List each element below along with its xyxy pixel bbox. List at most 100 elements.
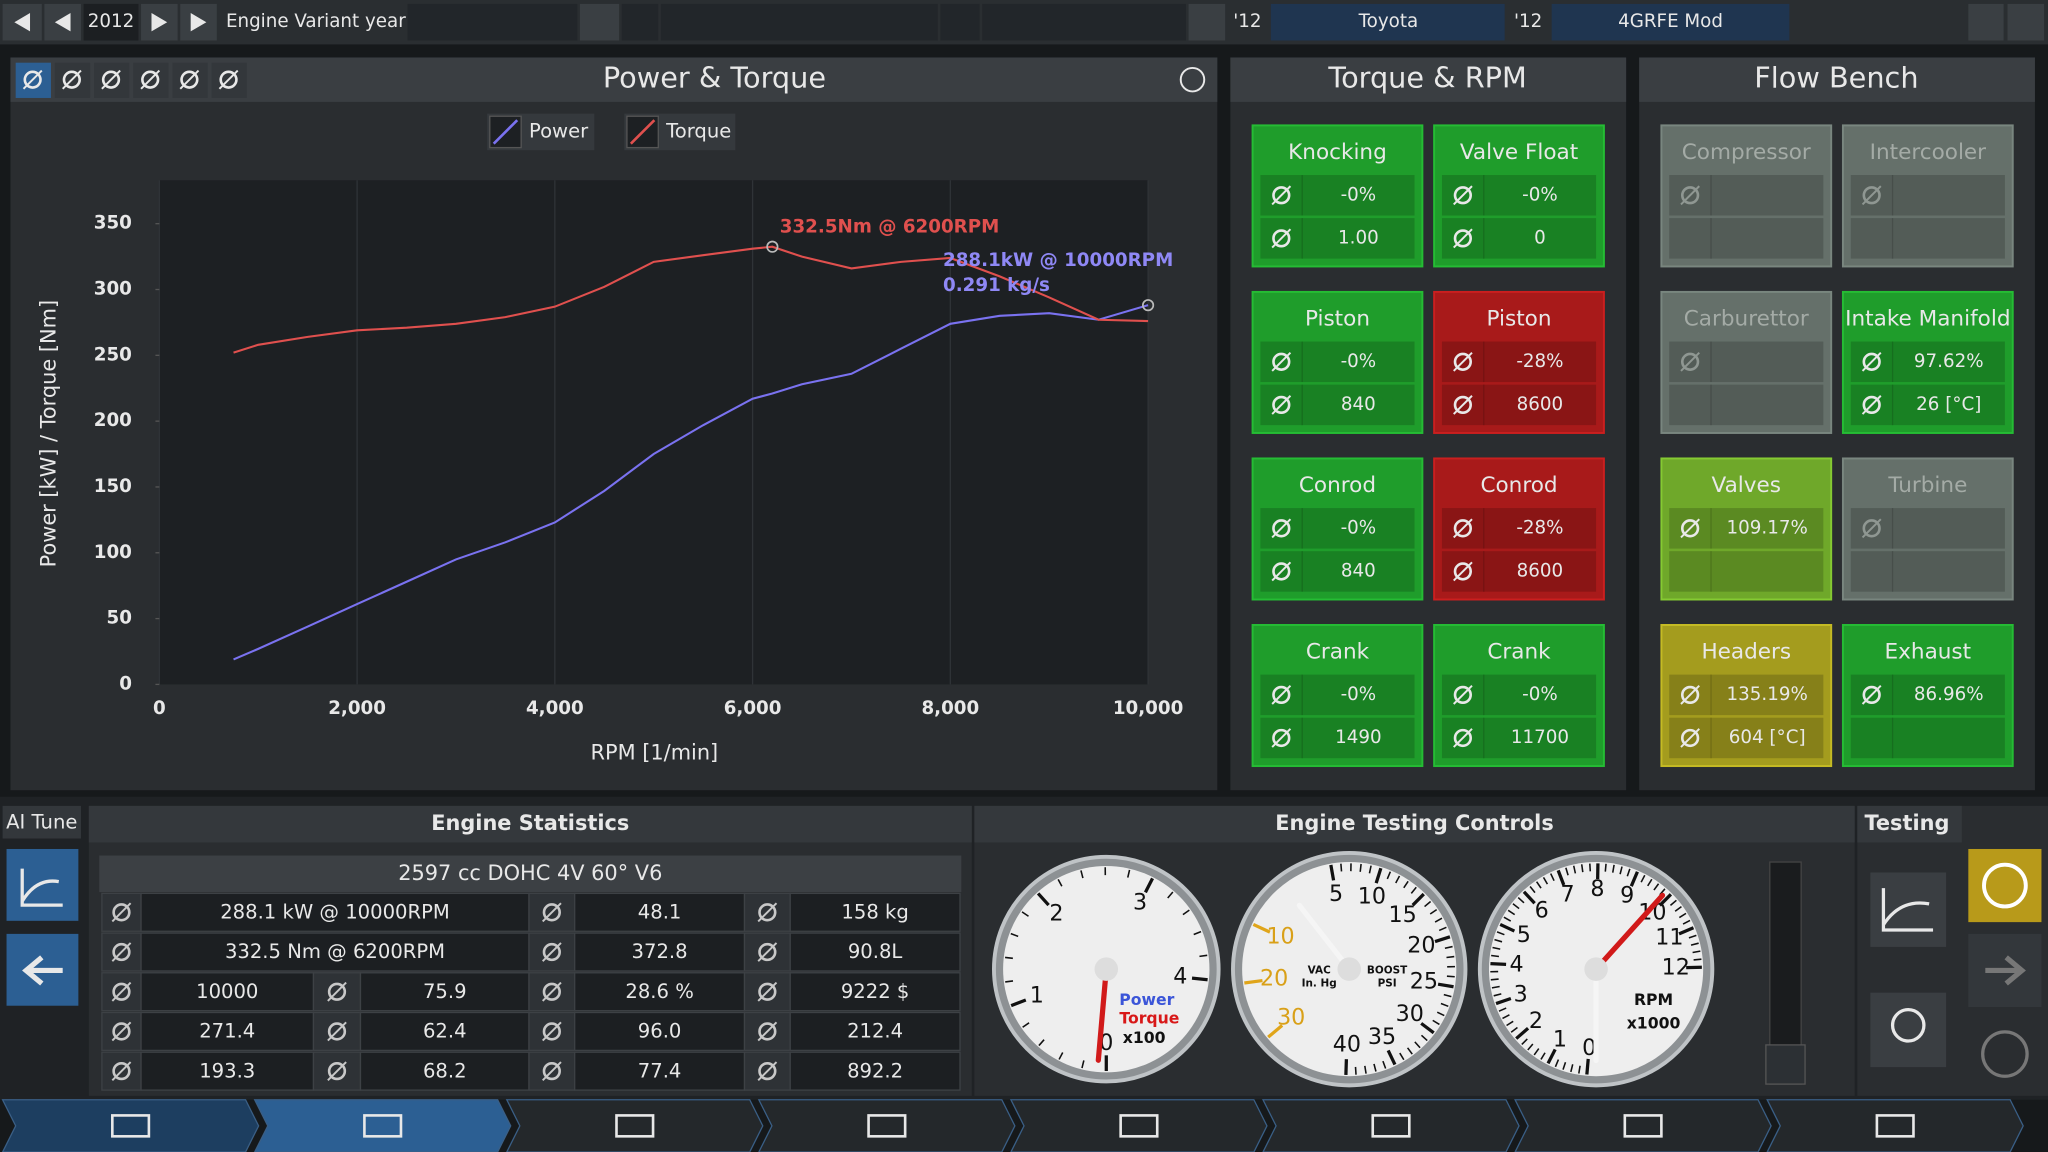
card-title: Crank xyxy=(1306,639,1370,664)
gauge-tick xyxy=(1446,957,1454,958)
gauge-label: x100 xyxy=(1123,1028,1166,1047)
gauge-tick-label: 4 xyxy=(1509,951,1523,977)
gauge-tick-label: 7 xyxy=(1560,881,1574,907)
gauge-hub xyxy=(1337,957,1361,981)
card-value: -0% xyxy=(1341,684,1377,705)
gauge-tick-label: 35 xyxy=(1368,1024,1396,1050)
card-value: 0 xyxy=(1534,227,1546,248)
card-value: 26 [°C] xyxy=(1916,394,1981,415)
slot xyxy=(940,4,979,41)
y-tick-label: 250 xyxy=(94,344,132,365)
y-tick-label: 150 xyxy=(94,476,132,497)
gauge-tick-label: 40 xyxy=(1333,1031,1361,1057)
nav-tab[interactable] xyxy=(1011,1100,1267,1152)
card-title: Headers xyxy=(1701,639,1791,664)
x-tick-label: 8,000 xyxy=(921,698,979,719)
card-title: Piston xyxy=(1487,306,1552,331)
card-row xyxy=(1669,218,1823,258)
gauge-tick-label: 15 xyxy=(1388,902,1416,928)
icon-button[interactable] xyxy=(1968,4,2003,41)
card-title: Conrod xyxy=(1480,473,1557,498)
card-value: -0% xyxy=(1522,184,1558,205)
gauge-tick-label: 30 xyxy=(1396,1001,1424,1027)
gauge-tick xyxy=(1694,959,1702,960)
slot xyxy=(408,4,578,41)
card-value: 1.00 xyxy=(1338,227,1379,248)
card-value: 86.96% xyxy=(1914,684,1984,705)
stats-value: 96.0 xyxy=(638,1020,682,1043)
card-value: -28% xyxy=(1516,351,1563,372)
stats-value: 62.4 xyxy=(423,1020,467,1043)
gauge-label: BOOST xyxy=(1367,964,1408,976)
gauge-tick-label: 5 xyxy=(1517,922,1531,948)
gauge-tick xyxy=(1491,956,1499,957)
gauge-tick-label: 25 xyxy=(1410,968,1438,994)
gauge-label: Power xyxy=(1119,990,1174,1009)
nav-tab[interactable] xyxy=(507,1100,763,1152)
card-title: Valve Float xyxy=(1460,140,1578,165)
card-title: Compressor xyxy=(1682,140,1811,165)
stats-value: 372.8 xyxy=(632,940,688,963)
card-value: -28% xyxy=(1516,517,1563,538)
gauge-hub xyxy=(1584,957,1608,981)
nav-tab[interactable] xyxy=(759,1100,1015,1152)
gauge-tick xyxy=(1605,864,1606,872)
stats-value: 28.6 % xyxy=(625,980,693,1003)
stats-value: 48.1 xyxy=(638,900,682,923)
card-row xyxy=(1260,385,1414,425)
card-row xyxy=(1669,175,1823,215)
card-title: Turbine xyxy=(1887,473,1967,498)
slot xyxy=(580,4,619,41)
card-title: Crank xyxy=(1487,639,1551,664)
nav-tab[interactable] xyxy=(1515,1100,1771,1152)
icon-button[interactable] xyxy=(1189,4,1226,41)
gauge-tick-label: 3 xyxy=(1133,889,1147,915)
side-button[interactable] xyxy=(7,849,79,921)
card-value: 840 xyxy=(1341,560,1376,581)
nav-tab[interactable] xyxy=(1767,1100,2023,1152)
gauge-tick xyxy=(1491,979,1499,980)
annotation: 0.291 kg/s xyxy=(943,275,1050,296)
throttle-knob[interactable] xyxy=(1766,1045,1805,1084)
gauge-tick-label: 9 xyxy=(1620,882,1634,908)
gauge-label: PSI xyxy=(1378,978,1397,990)
icon-button[interactable] xyxy=(2008,4,2045,41)
gauge-tick xyxy=(1490,964,1506,965)
card-row xyxy=(1260,175,1414,215)
gauge-hub xyxy=(1095,957,1119,981)
y-tick-label: 100 xyxy=(94,542,132,563)
gauge-tick-label: 1 xyxy=(1030,982,1044,1008)
gauge-vac-label: 10 xyxy=(1266,924,1294,950)
test-button[interactable] xyxy=(1870,993,1946,1067)
legend-label: Torque xyxy=(665,119,731,142)
year: 2012 xyxy=(88,11,135,32)
gauge-tick-label: 2 xyxy=(1049,900,1063,926)
card-value: 8600 xyxy=(1517,394,1564,415)
stats-value: 10000 xyxy=(196,980,258,1003)
nav-tab[interactable] xyxy=(255,1100,511,1152)
card-row xyxy=(1442,175,1596,215)
nav-tab[interactable] xyxy=(1263,1100,1519,1152)
gauge-tick-label: 4 xyxy=(1173,963,1187,989)
gauge-tick xyxy=(1360,864,1361,872)
stats-summary: 2597 cc DOHC 4V 60° V6 xyxy=(398,861,662,885)
card-title: Valves xyxy=(1712,473,1782,498)
card-row xyxy=(1669,342,1823,382)
warning-button[interactable] xyxy=(1968,849,2041,922)
x-tick-label: 2,000 xyxy=(328,698,386,719)
ai-tune-label: AI Tune xyxy=(6,810,77,833)
stats-value: 892.2 xyxy=(847,1059,903,1082)
nav-tab[interactable] xyxy=(3,1100,259,1152)
card-value: 97.62% xyxy=(1914,351,1984,372)
test-button[interactable] xyxy=(1870,872,1946,946)
y-tick-label: 350 xyxy=(94,213,132,234)
slot xyxy=(622,4,659,41)
card-value: 11700 xyxy=(1511,727,1569,748)
gauge-tick xyxy=(1341,864,1342,872)
gauge-tick-label: 6 xyxy=(1535,897,1549,923)
stats-value: 68.2 xyxy=(423,1059,467,1082)
testing-controls-title: Engine Testing Controls xyxy=(1275,811,1553,835)
gauge-tick-label: 8 xyxy=(1590,876,1604,902)
card-title: Exhaust xyxy=(1885,639,1972,664)
card-value: 135.19% xyxy=(1727,684,1808,705)
